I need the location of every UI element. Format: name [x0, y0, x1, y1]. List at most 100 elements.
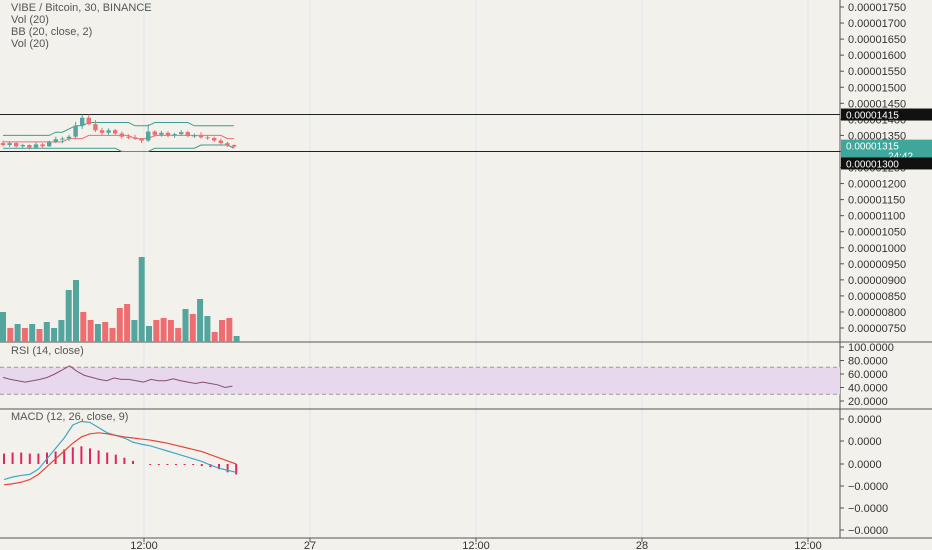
price-tick-label: 0.00001050	[848, 227, 906, 239]
candle-body	[185, 132, 190, 137]
volume-bar	[197, 299, 204, 342]
price-tick-label: 0.00001100	[848, 211, 905, 223]
volume-bar	[58, 320, 65, 342]
macd-line	[3, 420, 237, 481]
candle-body	[159, 132, 164, 135]
time-tick-label: 12:00	[462, 540, 490, 550]
volume-bar	[138, 257, 145, 342]
macd-tick-label: −0.0000	[848, 525, 888, 537]
candle-body	[231, 145, 237, 147]
volume-bar	[29, 324, 36, 342]
macd-tick-label: −0.0000	[848, 481, 888, 493]
rsi-tick-label: 60.0000	[848, 369, 888, 381]
candle-body	[139, 138, 144, 141]
candle-body	[40, 144, 45, 147]
candle-body	[66, 136, 72, 139]
candle-body	[119, 133, 124, 137]
price-tick-label: 0.00001750	[848, 2, 906, 14]
price-tick-label: 0.00000950	[848, 259, 906, 271]
volume-legend-2: Vol (20)	[11, 38, 49, 50]
volume-bar	[94, 324, 101, 342]
time-tick-label: 12:00	[130, 540, 158, 550]
candle-body	[218, 140, 223, 144]
candle-body	[14, 143, 19, 147]
candle-body	[93, 124, 98, 131]
candle-body	[27, 145, 32, 148]
price-tick-label: 0.00000800	[848, 307, 906, 319]
volume-bar	[182, 309, 189, 342]
candle-body	[179, 132, 184, 135]
volume-bar	[109, 328, 116, 342]
volume-bar	[73, 280, 79, 342]
candle-body	[205, 137, 210, 139]
volume-bar	[0, 312, 6, 342]
candle-body	[126, 136, 131, 138]
volume-bar	[226, 318, 233, 342]
price-tick-label: 0.00001500	[848, 82, 906, 94]
current-price-tag: 0.00001315	[846, 142, 899, 153]
bollinger-legend: BB (20, close, 2)	[11, 26, 93, 38]
lower-price-tag: 0.00001300	[846, 159, 899, 170]
volume-bar	[80, 312, 87, 342]
bollinger-lower-line	[3, 144, 235, 152]
price-tick-label: 0.00001600	[848, 50, 906, 62]
candle-body	[20, 145, 25, 147]
price-tick-label: 0.00001450	[848, 98, 906, 110]
candle-body	[192, 135, 197, 137]
candle-body	[225, 143, 230, 146]
price-tick-label: 0.00000900	[848, 275, 906, 287]
candle-body	[132, 137, 138, 139]
candle-body	[60, 138, 65, 140]
rsi-tick-label: 40.0000	[848, 383, 888, 395]
candle-body	[165, 132, 171, 136]
candle-body	[33, 144, 39, 148]
rsi-band	[0, 367, 840, 395]
volume-bar	[153, 320, 160, 342]
volume-bar	[36, 329, 43, 342]
signal-line	[3, 432, 237, 486]
candle-body	[146, 131, 151, 141]
candle-body	[80, 117, 85, 126]
candle-body	[53, 139, 58, 142]
macd-tick-label: −0.0000	[848, 503, 888, 515]
price-tick-label: 0.00001550	[848, 66, 906, 78]
candle-body	[86, 117, 91, 125]
volume-bar	[65, 290, 72, 342]
price-tick-label: 0.00001350	[848, 130, 906, 142]
volume-bar	[102, 322, 109, 342]
upper-price-tag: 0.00001415	[846, 111, 899, 122]
volume-bar	[21, 328, 28, 342]
price-tick-label: 0.00001000	[848, 243, 906, 255]
symbol-legend: VIBE / Bitcoin, 30, BINANCE	[11, 2, 152, 14]
volume-bar	[160, 318, 167, 342]
candle-body	[0, 143, 6, 146]
macd-legend: MACD (12, 26, close, 9)	[11, 411, 129, 423]
price-tick-label: 0.00000750	[848, 323, 906, 335]
rsi-tick-label: 100.0000	[848, 342, 894, 354]
candle-body	[47, 141, 52, 147]
bollinger-upper-line	[3, 122, 234, 136]
rsi-tick-label: 80.0000	[848, 356, 888, 368]
rsi-line	[2, 365, 233, 389]
time-tick-label: 28	[636, 540, 648, 550]
volume-bar	[146, 326, 152, 342]
volume-bar	[211, 332, 218, 342]
macd-tick-label: 0.0000	[848, 414, 882, 426]
volume-bar	[116, 308, 123, 342]
volume-legend: Vol (20)	[11, 14, 49, 26]
candle-body	[106, 130, 111, 133]
candle-body	[212, 137, 217, 141]
current-price-tag-bg	[841, 139, 932, 162]
volume-bar	[175, 328, 182, 342]
price-tick-label: 0.00001150	[848, 195, 905, 207]
time-tick-label: 12:00	[794, 540, 822, 550]
macd-tick-label: 0.0000	[848, 436, 882, 448]
price-tick-label: 0.00001700	[848, 18, 906, 30]
volume-bar	[87, 320, 94, 342]
candle-body	[152, 131, 157, 135]
candle-body	[113, 130, 118, 134]
volume-bar	[189, 314, 196, 342]
candle-body	[73, 125, 78, 137]
price-tick-label: 0.00000850	[848, 291, 906, 303]
